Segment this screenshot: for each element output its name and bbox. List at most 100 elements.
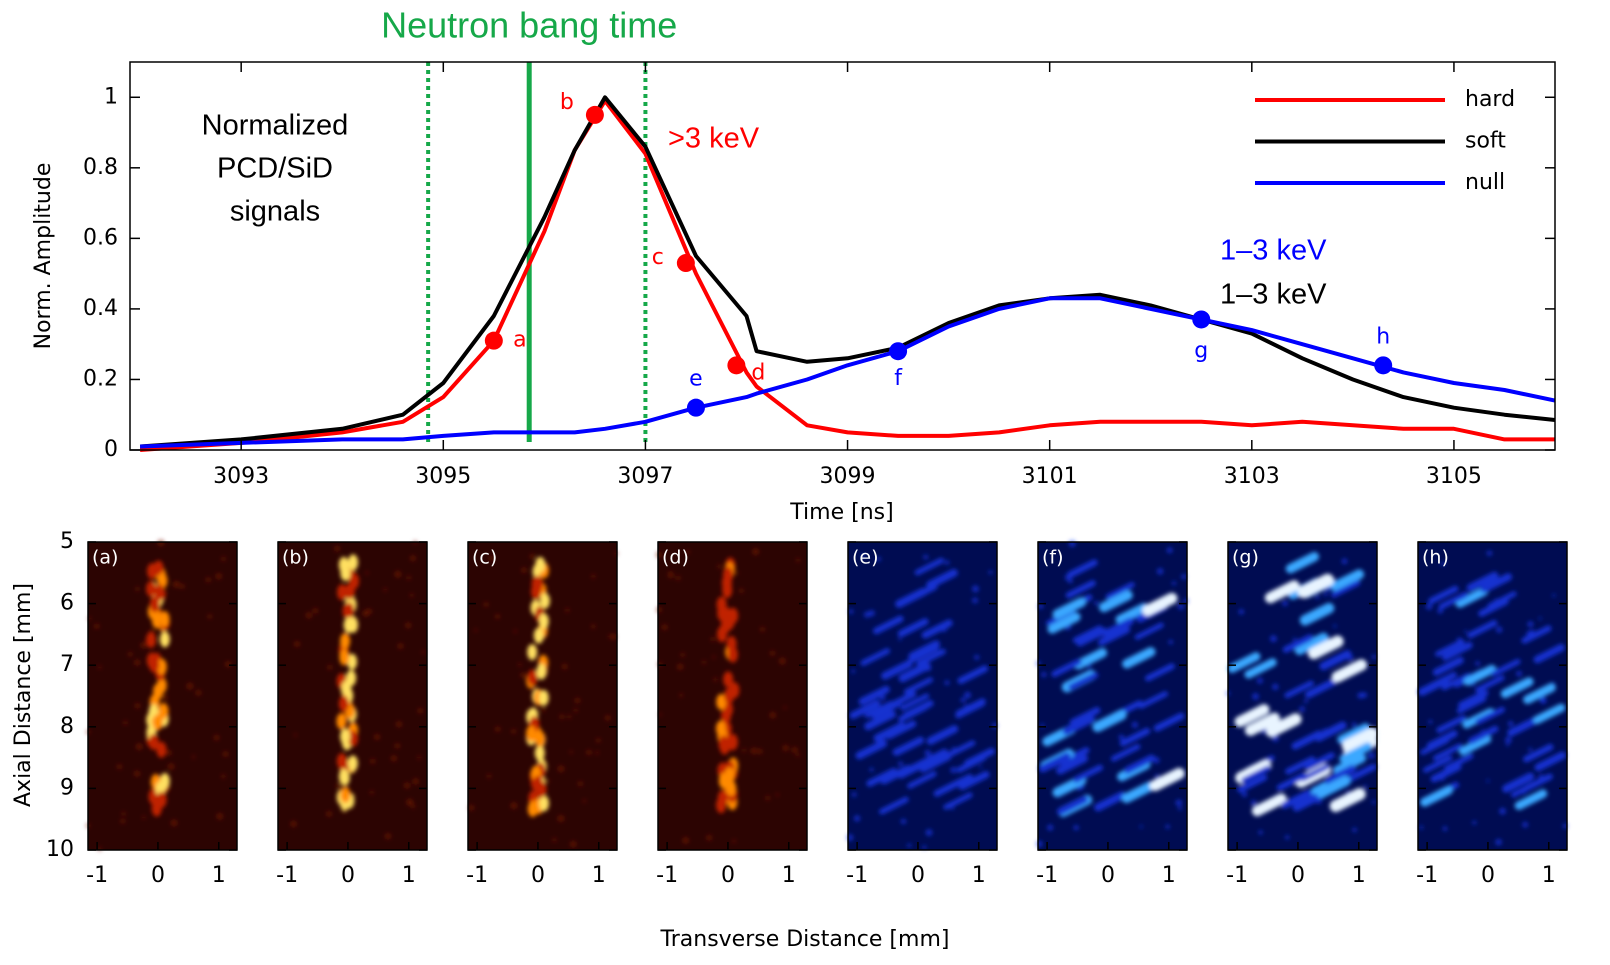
image-noise: [869, 767, 874, 772]
image-feature: [344, 583, 355, 600]
image-feature: [146, 631, 157, 648]
image-noise: [326, 810, 332, 817]
image-feature: [866, 768, 898, 787]
image-noise: [312, 607, 319, 614]
image-noise: [769, 650, 776, 656]
image-noise: [1371, 654, 1377, 660]
image-noise: [1499, 807, 1506, 815]
image-noise: [656, 606, 662, 613]
image-feature: [1056, 754, 1089, 775]
image-feature: [1300, 763, 1330, 782]
image-feature: [338, 695, 349, 712]
image-noise: [1495, 626, 1503, 633]
image-noise: [552, 837, 557, 842]
image-feature: [1467, 620, 1498, 639]
image-noise: [384, 833, 392, 840]
image-noise: [1516, 670, 1522, 677]
image-feature: [723, 671, 734, 688]
image-noise: [334, 545, 341, 552]
image-noise: [1131, 721, 1139, 729]
image-feature: [873, 722, 906, 743]
image-noise: [717, 564, 722, 569]
image-noise: [922, 845, 927, 850]
image-feature: [1462, 708, 1495, 729]
x-tick-label: 0: [1101, 863, 1115, 888]
image-feature: [721, 574, 732, 591]
image-noise: [221, 774, 226, 779]
image-noise: [1047, 824, 1054, 831]
image-feature: [914, 557, 945, 576]
image-noise: [410, 555, 416, 562]
image-noise: [1367, 752, 1375, 759]
image-noise: [417, 755, 422, 760]
image-noise: [290, 820, 297, 828]
image-noise: [1094, 600, 1099, 606]
image-feature: [1478, 598, 1509, 617]
image-noise: [1238, 608, 1245, 615]
image-noise: [195, 689, 202, 696]
image-noise: [796, 753, 800, 757]
series-line: [139, 98, 1555, 452]
x-tick-label: -1: [86, 863, 108, 888]
image-noise: [1252, 693, 1259, 700]
image-noise: [157, 539, 165, 547]
image-noise: [1341, 558, 1348, 565]
image-content: [656, 548, 801, 844]
image-noise: [710, 636, 716, 642]
image-noise: [1442, 826, 1448, 832]
image-noise: [1505, 743, 1509, 747]
image-noise: [1303, 699, 1309, 704]
image-noise: [925, 829, 933, 837]
image-feature: [159, 611, 170, 628]
series-line: [140, 296, 1556, 449]
image-noise: [567, 714, 572, 719]
x-tick-label: 1: [782, 863, 796, 888]
x-tick-label: 3095: [415, 464, 471, 489]
x-tick-label: 0: [531, 863, 545, 888]
image-noise: [596, 738, 601, 743]
x-axis-label: Transverse Distance [mm]: [660, 927, 950, 952]
x-axis-label: Time [ns]: [789, 500, 893, 525]
x-tick-label: 0: [1481, 863, 1495, 888]
image-feature: [1307, 635, 1344, 660]
image-feature: [151, 612, 162, 629]
image-noise: [1241, 791, 1248, 798]
image-feature: [1069, 707, 1101, 726]
image-noise: [561, 663, 568, 670]
image-noise: [950, 766, 957, 774]
image-noise: [1371, 800, 1376, 804]
image-feature: [1468, 725, 1499, 745]
image-noise: [166, 750, 172, 756]
image-noise: [365, 571, 369, 575]
image-content: [846, 553, 998, 850]
image-content: [85, 539, 231, 851]
marker-label: f: [894, 366, 903, 391]
image-feature: [1098, 625, 1131, 646]
image-noise: [134, 770, 141, 777]
image-noise: [1540, 699, 1545, 703]
image-noise: [559, 714, 565, 720]
image-feature: [1068, 672, 1099, 691]
image-noise: [366, 608, 373, 614]
image-noise: [127, 651, 133, 657]
image-noise: [1419, 825, 1424, 830]
image-feature: [1500, 677, 1534, 699]
x-tick-label: 1: [212, 863, 226, 888]
image-feature: [1480, 573, 1513, 593]
x-tick-label: -1: [1226, 863, 1248, 888]
image-noise: [1156, 568, 1164, 575]
image-noise: [658, 712, 662, 716]
image-feature: [1304, 752, 1335, 771]
x-tick-label: -1: [276, 863, 298, 888]
image-noise: [94, 623, 100, 629]
y-tick-label: 0.2: [83, 366, 118, 391]
y-tick-label: 0: [104, 437, 118, 462]
image-noise: [186, 682, 194, 690]
image-content: [1226, 551, 1379, 840]
annotation: 1–3 keV: [1220, 235, 1327, 267]
image-noise: [404, 782, 411, 789]
image-feature: [916, 648, 946, 667]
image-feature: [539, 592, 550, 609]
image-noise: [417, 708, 423, 714]
